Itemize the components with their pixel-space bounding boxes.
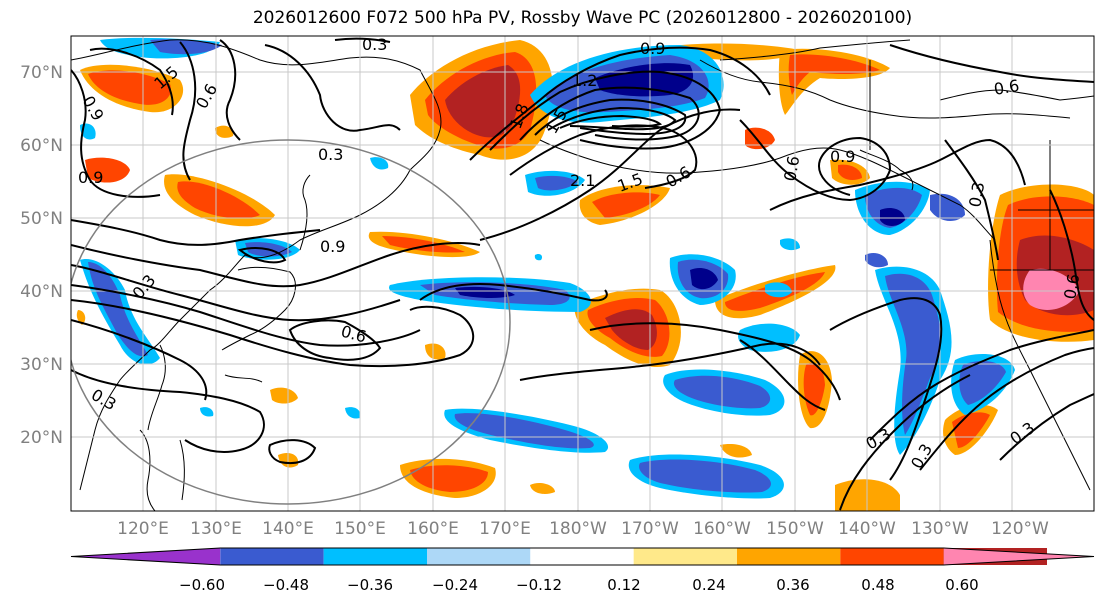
colorbar-tick-label: −0.12	[516, 576, 562, 594]
colorbar-segment	[220, 548, 324, 565]
lon-label: 160°W	[693, 519, 751, 539]
colorbar-extend-left	[71, 548, 221, 565]
lon-label: 150°W	[766, 519, 824, 539]
lat-label: 40°N	[20, 282, 63, 302]
colorbar-segment	[840, 548, 944, 565]
longitude-labels: 120°E 130°E 140°E 150°E 160°E 170°E 180°…	[117, 519, 1049, 539]
colorbar-tick-label: −0.24	[432, 576, 478, 594]
lon-label: 120°W	[991, 519, 1049, 539]
colorbar-segment	[633, 548, 737, 565]
contour-label: 0.9	[320, 237, 345, 256]
colorbar-segment	[737, 548, 841, 565]
contour-label: 0.9	[830, 147, 855, 166]
latitude-labels: 70°N 60°N 50°N 40°N 30°N 20°N	[20, 63, 63, 448]
lat-label: 30°N	[20, 355, 63, 375]
lon-label: 180°W	[549, 519, 607, 539]
colorbar-tick-label: 0.36	[776, 576, 809, 594]
lon-label: 130°W	[911, 519, 969, 539]
colorbar-tick-label: 0.48	[861, 576, 894, 594]
colorbar-tick-label: 0.24	[692, 576, 725, 594]
lat-label: 20°N	[20, 428, 63, 448]
colorbar-tick-label: 0.60	[945, 576, 978, 594]
map-frame	[70, 35, 1095, 512]
contour-label: 0.9	[78, 168, 103, 187]
contour-label: 2.1	[570, 171, 595, 190]
positive-anomaly-fills	[76, 40, 1094, 511]
lon-label: 170°E	[479, 519, 531, 539]
lon-label: 120°E	[117, 519, 169, 539]
contour-label: 0.3	[362, 35, 387, 54]
reference-circle	[71, 139, 511, 505]
colorbar-tick-label: −0.60	[179, 576, 225, 594]
lat-label: 50°N	[20, 209, 63, 229]
lon-label: 140°W	[838, 519, 896, 539]
lon-label: 160°E	[407, 519, 459, 539]
lon-label: 130°E	[190, 519, 242, 539]
colorbar-tick-label: −0.48	[263, 576, 309, 594]
colorbar-segment	[530, 548, 634, 565]
lat-label: 60°N	[20, 136, 63, 156]
colorbar-tick-labels: −0.60 −0.48 −0.36 −0.24 −0.12 0.12 0.24 …	[179, 576, 979, 594]
contour-label: 1.2	[572, 71, 597, 90]
contour-label: 0.6	[992, 76, 1020, 99]
contour-label: 0.6	[1060, 272, 1083, 300]
contour-label: 0.3	[965, 180, 988, 208]
contour-label: 0.6	[780, 154, 803, 182]
colorbar-outline	[70, 547, 1095, 566]
contour-label: 0.3	[318, 145, 343, 164]
map-panel: 0.3 0.9 1.2 1.5 0.9 0.6 0.3 0.9 1.8 1.5 …	[71, 35, 1094, 511]
negative-anomaly-fills	[80, 37, 1015, 499]
lon-label: 150°E	[334, 519, 386, 539]
pv-contours	[71, 37, 1094, 511]
map-title: 2026012600 F072 500 hPa PV, Rossby Wave …	[252, 8, 913, 28]
colorbar-tick-label: 0.12	[607, 576, 640, 594]
colorbar-extend-right	[943, 548, 1094, 565]
contour-label: 0.9	[640, 39, 665, 58]
colorbar-tick-label: −0.36	[347, 576, 393, 594]
lon-label: 170°W	[621, 519, 679, 539]
colorbar-segment	[427, 548, 531, 565]
lon-label: 140°E	[262, 519, 314, 539]
colorbar-segment	[323, 548, 427, 565]
lat-label: 70°N	[20, 63, 63, 83]
colorbar	[70, 547, 1095, 566]
